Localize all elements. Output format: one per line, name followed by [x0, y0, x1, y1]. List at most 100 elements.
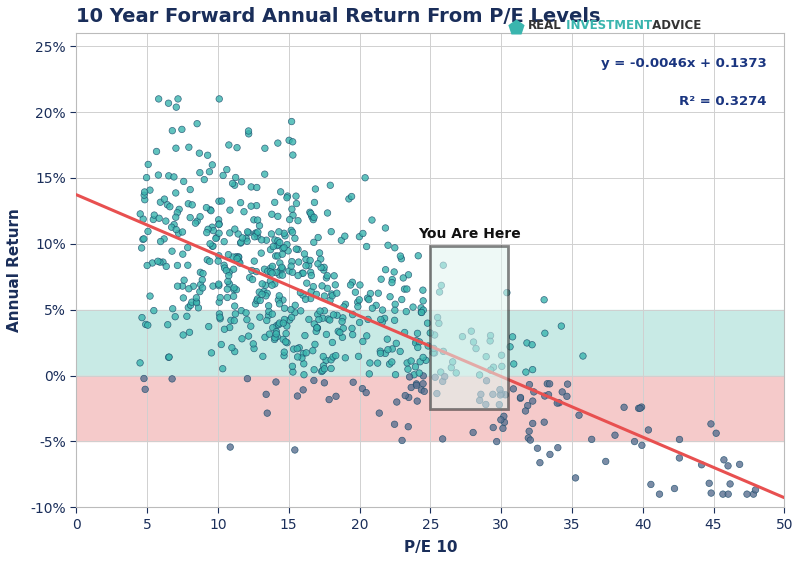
Point [232, 253, 245, 262]
Point [514, 393, 527, 402]
Point [207, 226, 220, 235]
Point [401, 359, 414, 368]
Point [556, 387, 569, 396]
Point [192, 303, 205, 312]
Point [255, 290, 268, 299]
Point [480, 352, 493, 361]
Point [435, 281, 448, 290]
Point [268, 335, 281, 344]
Point [433, 319, 446, 328]
Point [258, 287, 270, 296]
Point [438, 372, 451, 381]
Point [203, 167, 216, 176]
Point [487, 423, 500, 432]
Point [523, 380, 536, 389]
Point [410, 381, 423, 390]
Point [353, 318, 366, 327]
Point [345, 192, 358, 201]
Point [286, 211, 299, 220]
Point [308, 198, 321, 207]
Point [329, 280, 342, 289]
Point [190, 297, 202, 306]
Point [304, 256, 317, 265]
Point [171, 282, 184, 291]
Point [522, 433, 534, 442]
Point [300, 279, 313, 288]
Point [307, 376, 320, 385]
Point [240, 309, 253, 318]
Point [194, 168, 206, 177]
Text: ADVICE: ADVICE [648, 19, 702, 31]
Point [223, 228, 236, 237]
Point [408, 370, 421, 379]
Point [194, 287, 206, 296]
Point [323, 315, 336, 324]
Point [142, 160, 154, 169]
Point [152, 170, 165, 179]
Point [264, 264, 277, 273]
Point [251, 216, 264, 225]
Point [261, 289, 274, 298]
Bar [76, 310, 784, 375]
Point [198, 175, 210, 184]
Point [330, 311, 343, 320]
Point [176, 228, 189, 237]
Point [371, 359, 384, 368]
Point [434, 368, 447, 377]
Point [473, 370, 486, 379]
Point [318, 266, 330, 275]
Point [247, 339, 260, 348]
Point [352, 352, 365, 361]
Point [241, 315, 254, 324]
Point [135, 313, 148, 322]
Point [522, 427, 535, 436]
Point [495, 351, 508, 360]
Point [270, 321, 283, 330]
Point [234, 238, 247, 247]
Point [147, 306, 160, 315]
Point [279, 337, 292, 346]
Point [278, 315, 291, 324]
Point [414, 357, 426, 366]
Point [322, 395, 335, 404]
Point [260, 235, 273, 244]
Point [285, 226, 298, 235]
Point [310, 327, 322, 336]
Point [495, 389, 508, 398]
Point [248, 257, 261, 266]
Point [206, 282, 219, 291]
Point [705, 419, 718, 428]
Point [274, 238, 286, 247]
Point [216, 364, 229, 373]
Point [203, 257, 216, 266]
Point [398, 328, 411, 337]
Point [344, 280, 357, 289]
Point [490, 437, 503, 446]
Point [673, 435, 686, 444]
Point [316, 366, 329, 375]
Point [379, 265, 392, 274]
Point [415, 308, 428, 317]
Point [421, 319, 434, 328]
Point [245, 183, 258, 192]
Point [406, 302, 419, 311]
Point [182, 200, 194, 209]
Point [310, 323, 323, 332]
Point [410, 379, 423, 388]
Point [277, 319, 290, 328]
Point [361, 294, 374, 303]
Point [194, 212, 206, 221]
Point [376, 306, 389, 315]
Point [494, 385, 506, 394]
Point [388, 420, 401, 429]
Point [495, 362, 508, 371]
Point [232, 229, 245, 238]
Point [226, 252, 239, 261]
Point [292, 257, 305, 266]
Point [171, 261, 184, 270]
Point [276, 250, 289, 259]
Point [286, 362, 299, 371]
Point [210, 234, 222, 243]
Point [381, 334, 394, 343]
Point [213, 281, 226, 290]
